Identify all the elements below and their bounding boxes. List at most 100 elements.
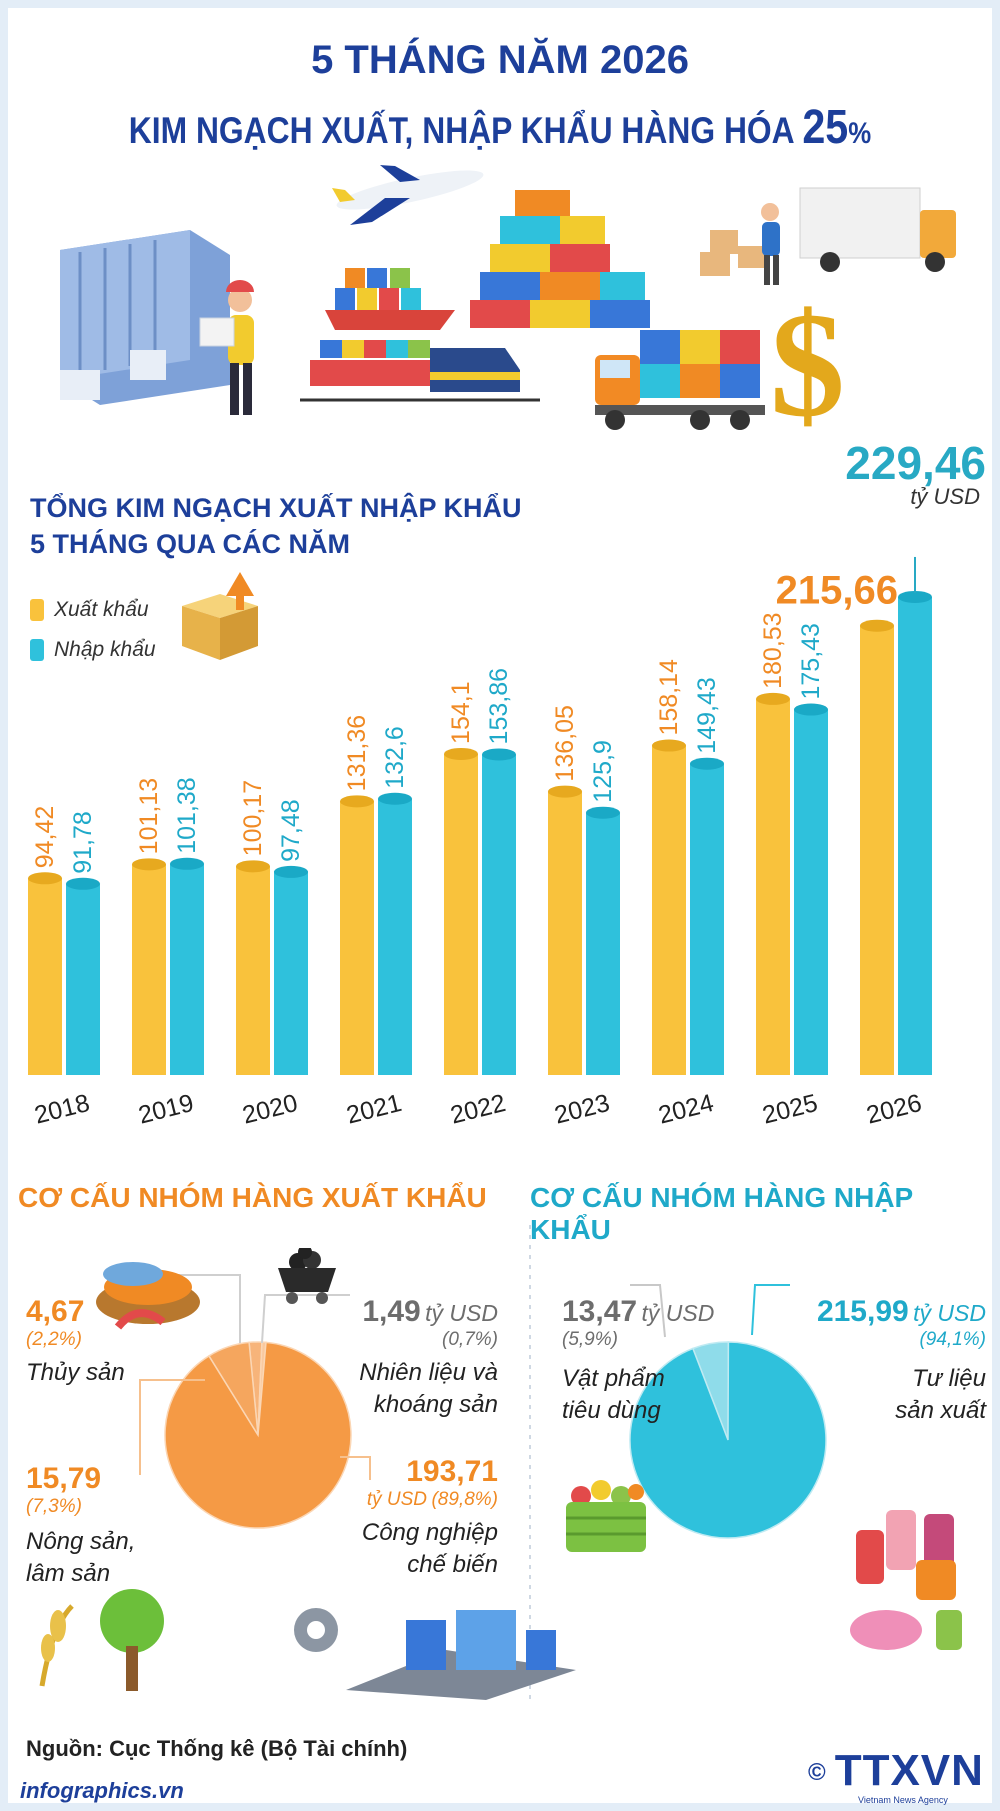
delivery-truck-icon — [700, 187, 956, 285]
fuel-label: 1,49 tỷ USD (0,7%) Nhiên liệu và khoáng … — [318, 1295, 498, 1421]
industry-label: 193,71 tỷ USD (89,8%) Công nghiệp chế bi… — [338, 1455, 498, 1581]
industry-unit: tỷ USD — [366, 1489, 428, 1510]
airplane-icon — [332, 165, 484, 225]
bar-import-2021 — [378, 798, 412, 1075]
bar-cap-export-2018 — [28, 872, 62, 885]
bar-export-2021 — [340, 801, 374, 1075]
leader-industry — [340, 1456, 371, 1480]
subtitle-text: KIM NGẠCH XUẤT, NHẬP KHẨU HÀNG HÓA — [128, 110, 794, 151]
industry-value: 193,71 — [406, 1455, 498, 1488]
value-label-export-2025: 180,53 — [759, 612, 787, 688]
bar-cap-export-2020 — [236, 860, 270, 873]
bar-export-2020 — [236, 866, 270, 1075]
consumer-percent: (5,9%) — [562, 1329, 618, 1350]
production-unit: tỷ USD — [913, 1300, 986, 1326]
bar-cap-import-2019 — [170, 857, 204, 870]
bar-import-2018 — [66, 883, 100, 1075]
leader-consumer — [630, 1284, 666, 1338]
import-structure-title: CƠ CẤU NHÓM HÀNG NHẬP KHẨU — [530, 1182, 913, 1245]
unit-label: tỷ USD — [910, 484, 980, 509]
agri-name-line2: lâm sản — [26, 1560, 111, 1587]
leader-production — [751, 1284, 790, 1336]
value-label-import-2019: 101,38 — [173, 777, 201, 853]
legend-import-label: Nhập khẩu — [54, 638, 156, 661]
agri-percent: (7,3%) — [26, 1496, 82, 1517]
bar-export-2023 — [548, 791, 582, 1075]
shopping-basket-icon — [566, 1480, 646, 1552]
production-value: 215,99 — [816, 1295, 909, 1328]
bar-cap-export-2023 — [548, 785, 582, 798]
industry-name-line2: chế biến — [407, 1551, 498, 1578]
consumer-value: 13,47 — [562, 1295, 638, 1328]
year-label-2025: 2025 — [760, 1089, 821, 1130]
svg-text:$: $ — [770, 282, 845, 448]
consumer-unit: tỷ USD — [641, 1300, 715, 1326]
fuel-name-line2: khoáng sản — [373, 1391, 498, 1418]
value-label-export-2019: 101,13 — [135, 778, 163, 854]
year-label-2024: 2024 — [656, 1089, 717, 1130]
year-label-2020: 2020 — [240, 1089, 301, 1130]
cargo-ship-icon — [325, 268, 455, 330]
import-pie-chart — [629, 1284, 827, 1539]
container-icon — [60, 230, 230, 405]
bar-cap-export-2025 — [756, 692, 790, 705]
copyright-icon: © — [808, 1759, 827, 1787]
pie-slice-t-li-u-s-n-xu-t — [629, 1341, 827, 1539]
site-link[interactable]: infographics.vn — [20, 1778, 184, 1803]
industry-percent: (89,8%) — [431, 1489, 498, 1510]
logistics-illustration: $ — [60, 165, 956, 448]
consumer-label: 13,47 tỷ USD (5,9%) Vật phẩm tiêu dùng — [562, 1295, 714, 1427]
value-label-export-2026: 215,66 — [776, 569, 898, 613]
seafood-value: 4,67 — [26, 1295, 85, 1328]
value-label-export-2020: 100,17 — [239, 780, 267, 856]
bar-cap-export-2024 — [652, 739, 686, 752]
bar-import-2019 — [170, 863, 204, 1075]
chart-title-line2: 5 THÁNG QUA CÁC NĂM — [30, 529, 350, 559]
value-label-export-2022: 154,1 — [447, 681, 475, 744]
value-label-export-2024: 158,14 — [655, 659, 683, 736]
export-pie-chart — [139, 1274, 371, 1529]
bar-export-2022 — [444, 753, 478, 1075]
year-label-2022: 2022 — [448, 1089, 509, 1130]
value-label-import-2021: 132,6 — [381, 726, 409, 789]
bar-export-2019 — [132, 864, 166, 1075]
value-label-import-2020: 97,48 — [277, 799, 305, 862]
bar-cap-import-2025 — [794, 703, 828, 716]
chart-title: TỔNG KIM NGẠCH XUẤT NHẬP KHẨU 5 THÁNG QU… — [30, 490, 522, 562]
bar-cap-export-2026 — [860, 619, 894, 632]
value-label-export-2023: 136,05 — [551, 705, 579, 781]
value-label-import-2018: 91,78 — [69, 811, 97, 874]
export-structure-title: CƠ CẤU NHÓM HÀNG XUẤT KHẨU — [18, 1182, 487, 1213]
page-title: 5 THÁNG NĂM 2026 — [311, 38, 689, 82]
bar-export-2025 — [756, 698, 790, 1075]
value-label-export-2021: 131,36 — [343, 715, 371, 791]
bar-import-2026 — [898, 596, 932, 1075]
year-label-2018: 2018 — [32, 1089, 93, 1130]
seafood-label: 4,67 (2,2%) Thủy sản — [26, 1295, 125, 1389]
bar-cap-import-2020 — [274, 865, 308, 878]
percent-number: 25 — [802, 101, 849, 154]
ttxvn-logo: © TTXVN — [808, 1746, 984, 1796]
bar-import-2024 — [690, 763, 724, 1075]
subtitle-percent: 25% — [802, 101, 871, 154]
production-name-line1: Tư liệu — [912, 1365, 986, 1392]
consumer-name-line1: Vật phẩm — [562, 1365, 665, 1392]
bar-cap-import-2022 — [482, 748, 516, 761]
seafood-name: Thủy sản — [26, 1359, 125, 1386]
value-label-import-2024: 149,43 — [693, 677, 721, 753]
value-label-import-2022: 153,86 — [485, 668, 513, 744]
page-subtitle: KIM NGẠCH XUẤT, NHẬP KHẨU HÀNG HÓA 25% — [70, 100, 930, 155]
legend-export-label: Xuất khẩu — [54, 598, 149, 621]
unit-highlight-value: 229,46 — [845, 437, 986, 489]
production-label: 215,99 tỷ USD (94,1%) Tư liệu sản xuất — [780, 1295, 986, 1427]
chart-legend: Xuất khẩu Nhập khẩu — [30, 590, 156, 670]
bar-import-2022 — [482, 754, 516, 1075]
fuel-percent: (0,7%) — [442, 1329, 498, 1350]
year-label-2021: 2021 — [344, 1089, 405, 1130]
bar-cap-import-2024 — [690, 757, 724, 770]
percent-sign: % — [848, 117, 872, 150]
agri-icon — [39, 1589, 164, 1691]
consumer-name-line2: tiêu dùng — [562, 1397, 661, 1424]
coal-cart-icon — [278, 1248, 336, 1304]
train-icon — [300, 340, 540, 402]
